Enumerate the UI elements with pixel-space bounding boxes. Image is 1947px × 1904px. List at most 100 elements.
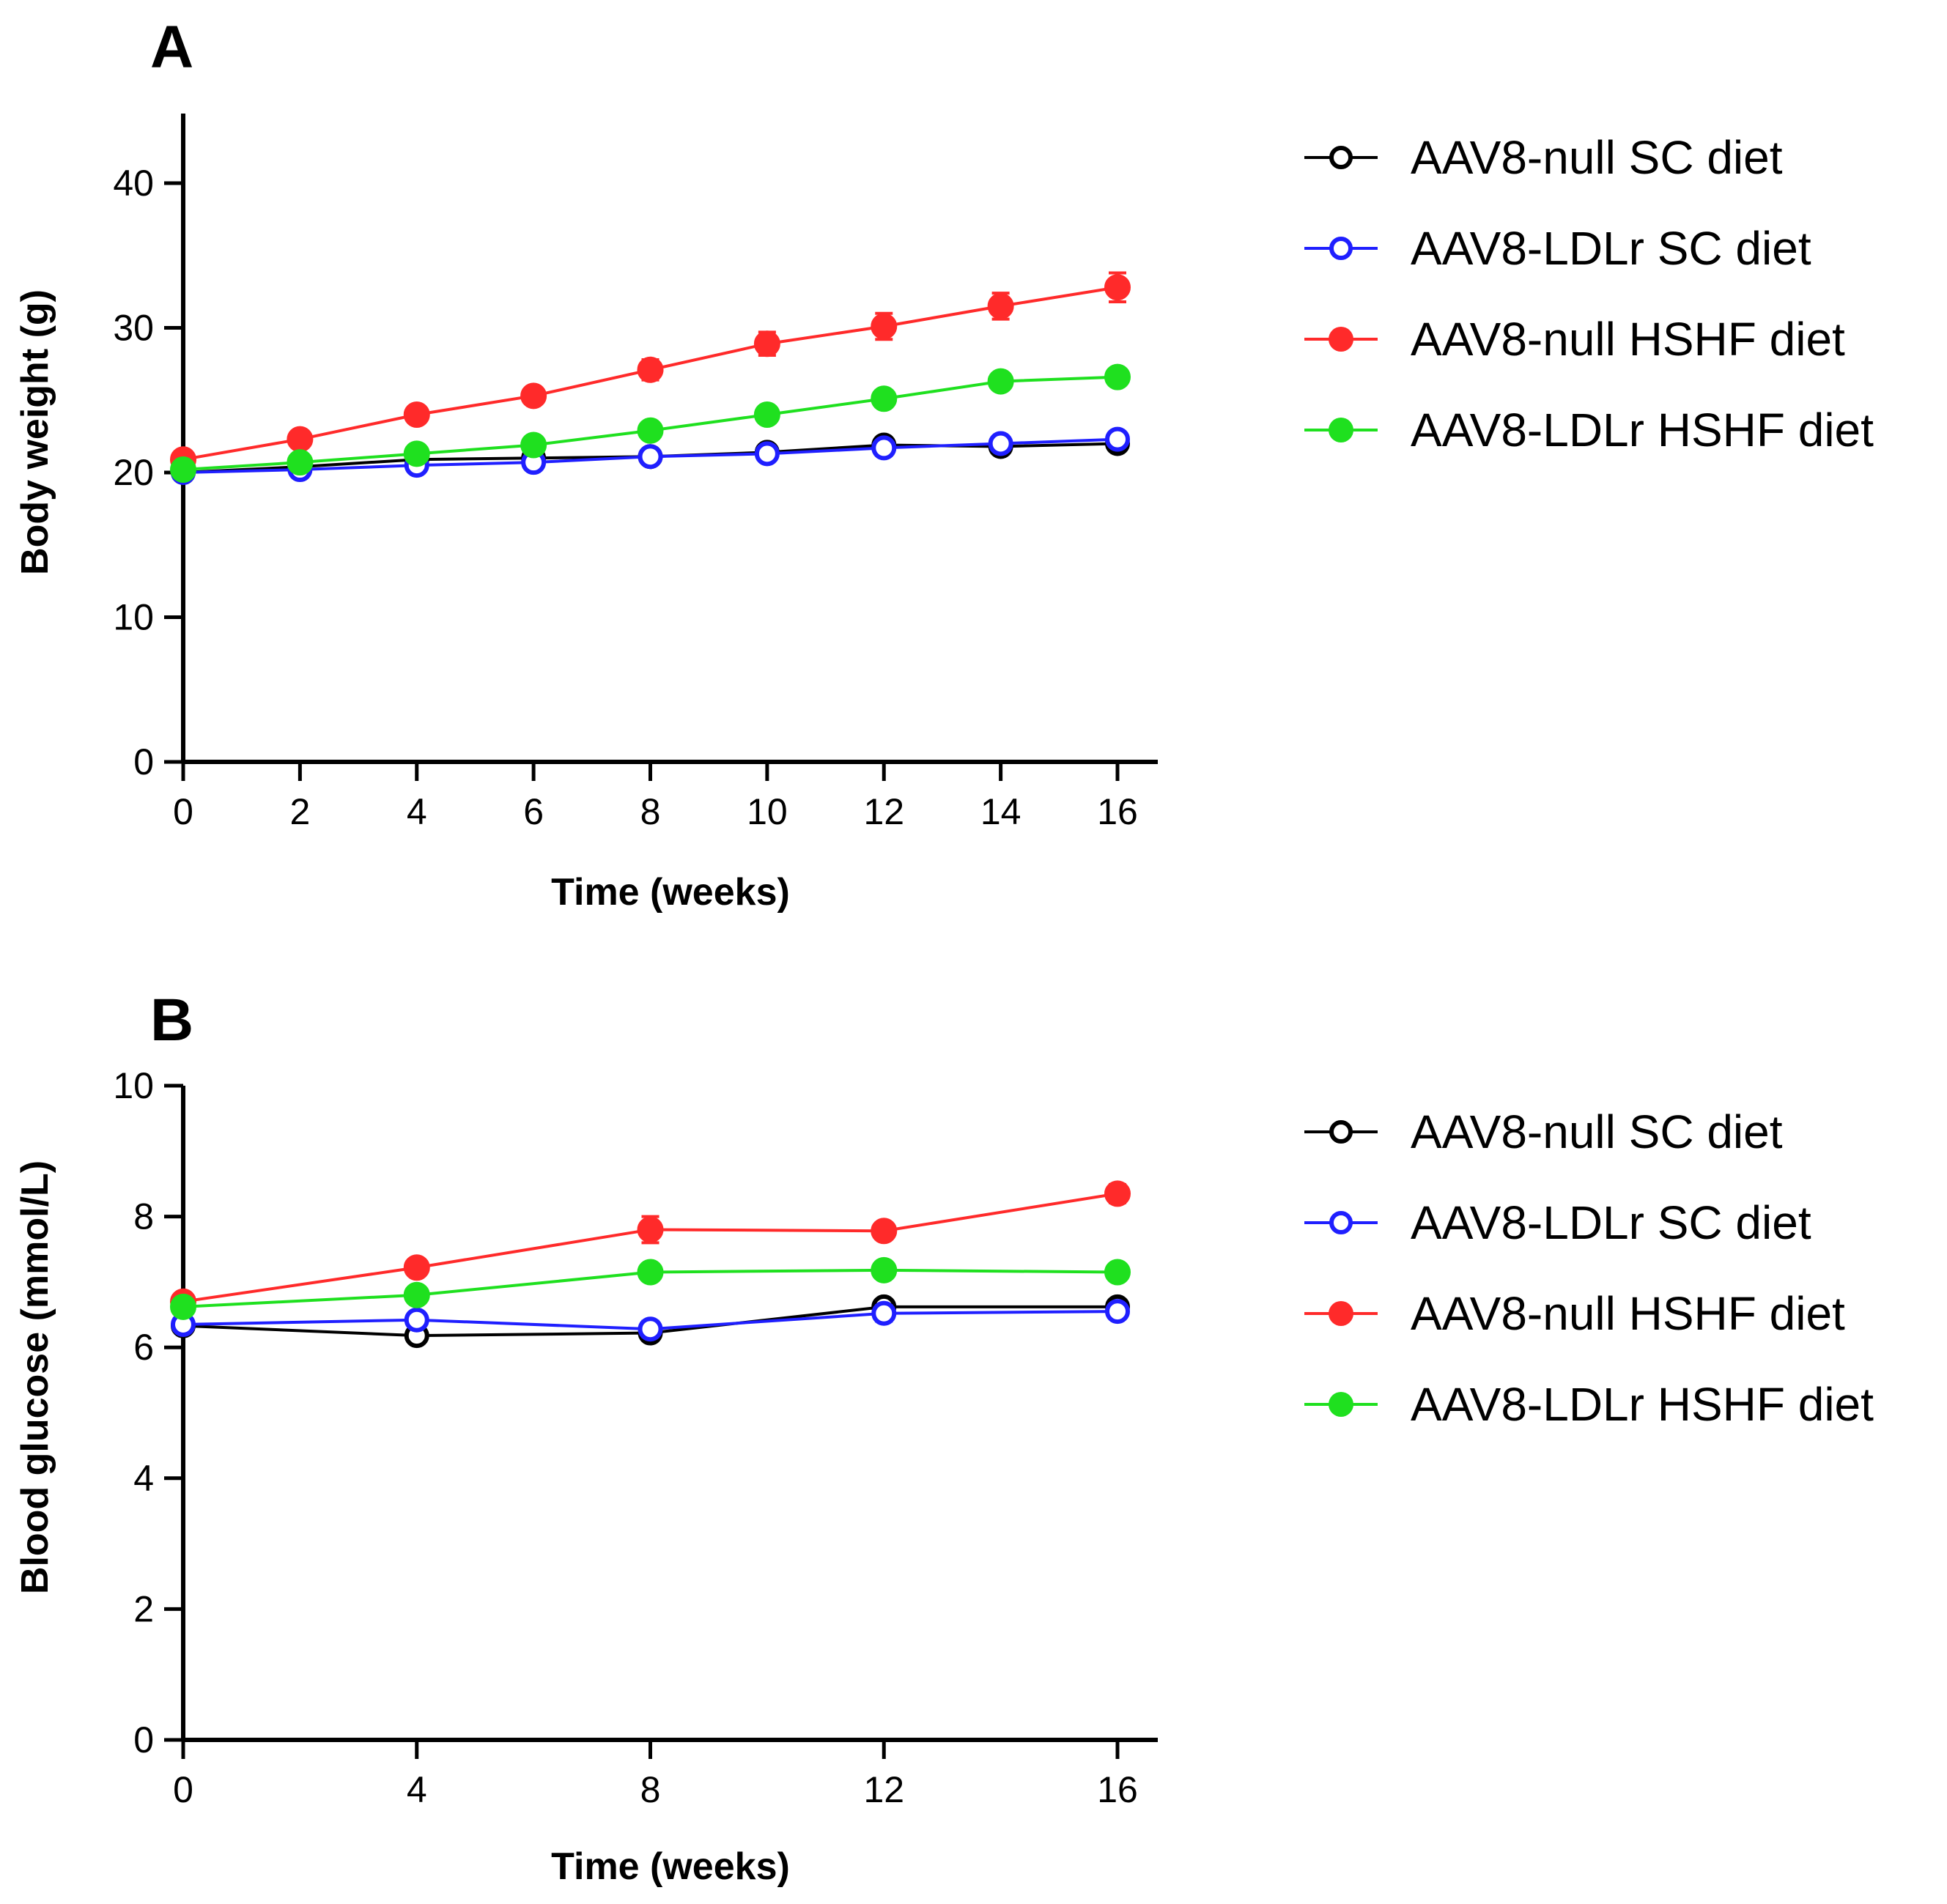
plot-area-b: 0 2 4 6 8 10 0 4 8 12 16: [113, 1065, 1158, 1810]
y-tick-label: 4: [133, 1458, 154, 1499]
data-point: [403, 401, 430, 428]
data-point: [637, 1216, 664, 1243]
legend-marker: [1329, 1392, 1353, 1417]
legend-item: AAV8-null SC diet: [1304, 131, 1783, 184]
data-point: [520, 382, 547, 410]
y-tick-label: 2: [133, 1588, 154, 1629]
y-axis-title-b: Blood glucose (mmol/L): [14, 1160, 56, 1594]
data-point: [170, 456, 196, 484]
legend-marker: [1329, 327, 1353, 352]
data-point: [871, 1256, 898, 1283]
y-tick-label: 20: [113, 452, 154, 493]
data-point: [287, 426, 314, 453]
x-tick-label: 10: [747, 791, 788, 832]
data-point: [1104, 1180, 1131, 1207]
legend-label: AAV8-LDLr HSHF diet: [1411, 1378, 1874, 1431]
x-axis-title-a: Time (weeks): [551, 871, 790, 914]
x-tick-label: 12: [863, 1769, 904, 1810]
series-2: [171, 1299, 1130, 1342]
series-line: [182, 1192, 1118, 1303]
legend-item: AAV8-null SC diet: [1304, 1105, 1783, 1158]
data-point: [403, 1254, 430, 1281]
data-point: [987, 368, 1014, 395]
y-tick-label: 8: [133, 1196, 154, 1237]
data-point: [1104, 1259, 1131, 1286]
x-tick-label: 16: [1097, 791, 1138, 832]
data-point: [520, 431, 547, 459]
data-point: [404, 1307, 429, 1333]
data-point: [287, 449, 314, 476]
legend-label: AAV8-null SC diet: [1411, 1105, 1783, 1158]
x-tick-label: 6: [523, 791, 544, 832]
x-tick-label: 16: [1097, 1769, 1138, 1810]
x-tick-label: 8: [640, 791, 661, 832]
legend-label: AAV8-null HSHF diet: [1411, 313, 1845, 366]
data-point: [638, 1316, 663, 1342]
series-3: [170, 271, 1131, 473]
data-point: [637, 417, 664, 444]
panel-label-b: B: [150, 987, 193, 1053]
legend-marker: [1329, 1211, 1353, 1234]
data-point: [987, 292, 1014, 319]
panel-label-a: A: [150, 14, 193, 81]
data-point: [637, 356, 664, 383]
x-tick-label: 4: [407, 1769, 427, 1810]
legend-marker: [1329, 1120, 1353, 1144]
legend-a: AAV8-null SC diet AAV8-LDLr SC diet AAV8-n…: [1304, 131, 1874, 456]
legend-label: AAV8-LDLr HSHF diet: [1411, 404, 1874, 456]
data-point: [753, 330, 780, 358]
data-point: [871, 385, 898, 412]
legend-label: AAV8-LDLr SC diet: [1411, 222, 1811, 275]
x-tick-label: 2: [289, 791, 310, 832]
legend-b: AAV8-null SC diet AAV8-LDLr SC diet AAV8-n…: [1304, 1105, 1874, 1431]
y-tick-label: 10: [113, 597, 154, 638]
y-tick-label: 0: [133, 1719, 154, 1760]
legend-marker: [1329, 418, 1353, 442]
legend-item: AAV8-LDLr HSHF diet: [1304, 404, 1874, 456]
data-point: [637, 1259, 664, 1286]
data-point: [871, 1218, 898, 1245]
legend-item: AAV8-null HSHF diet: [1304, 313, 1845, 366]
data-point: [1105, 426, 1130, 452]
data-point: [871, 435, 897, 461]
legend-marker: [1329, 1301, 1353, 1326]
legend-label: AAV8-null SC diet: [1411, 131, 1783, 184]
legend-label: AAV8-null HSHF diet: [1411, 1287, 1845, 1340]
data-point: [170, 1293, 196, 1320]
series-3: [170, 1180, 1131, 1315]
data-point: [988, 431, 1013, 456]
data-point: [1104, 274, 1131, 301]
x-tick-label: 0: [173, 791, 193, 832]
y-tick-label: 6: [133, 1327, 154, 1368]
y-tick-label: 40: [113, 163, 154, 204]
data-point: [753, 401, 780, 428]
x-tick-label: 12: [863, 791, 904, 832]
x-tick-label: 14: [980, 791, 1021, 832]
panel-a: A 0 10 20 30 40 0 2 4 6 8 10 12 14 16 Time (weeks) Bo…: [14, 14, 1874, 914]
series-4: [170, 1256, 1131, 1320]
data-point: [1104, 363, 1131, 390]
y-tick-label: 30: [113, 308, 154, 349]
legend-item: AAV8-null HSHF diet: [1304, 1287, 1845, 1340]
x-tick-label: 4: [407, 791, 427, 832]
legend-item: AAV8-LDLr HSHF diet: [1304, 1378, 1874, 1431]
x-axis-title-b: Time (weeks): [551, 1845, 790, 1888]
legend-marker: [1329, 237, 1353, 260]
series-4: [170, 363, 1131, 484]
panel-b: B 0 2 4 6 8 10 0 4 8 12 16 Time (weeks) Blood gluc…: [14, 987, 1874, 1888]
x-tick-label: 0: [173, 1769, 193, 1810]
data-point: [638, 444, 663, 470]
data-point: [754, 441, 780, 467]
legend-item: AAV8-LDLr SC diet: [1304, 1196, 1811, 1249]
data-point: [871, 1300, 897, 1326]
plot-area-a: 0 10 20 30 40 0 2 4 6 8 10 12 14 16: [113, 114, 1158, 832]
y-tick-label: 10: [113, 1065, 154, 1106]
data-point: [403, 1281, 430, 1308]
legend-marker: [1329, 146, 1353, 169]
x-tick-label: 8: [640, 1769, 661, 1810]
data-point: [1105, 1299, 1130, 1325]
y-axis-title-a: Body weight (g): [14, 289, 56, 575]
data-point: [871, 313, 898, 340]
data-point: [403, 440, 430, 467]
